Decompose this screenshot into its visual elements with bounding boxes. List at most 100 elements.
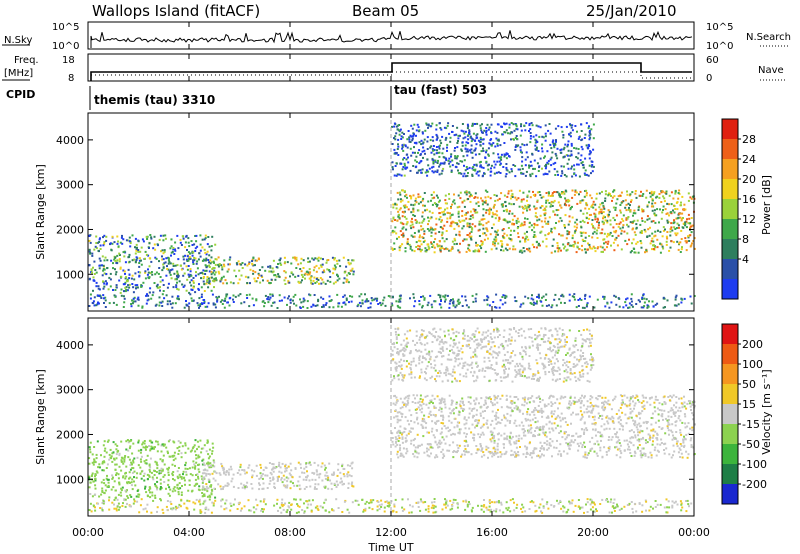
echo-cell [457, 172, 460, 175]
echo-cell [176, 295, 179, 298]
echo-cell [402, 235, 405, 238]
echo-cell [199, 249, 202, 252]
echo-cell [493, 194, 496, 196]
echo-cell [594, 208, 597, 211]
echo-cell [437, 196, 439, 199]
echo-cell [149, 272, 152, 275]
echo-cell [590, 213, 592, 216]
echo-cell [439, 400, 442, 403]
echo-cell [442, 147, 445, 150]
nave-label: Nave [758, 65, 784, 76]
echo-cell [447, 415, 450, 418]
echo-cell [492, 152, 495, 155]
echo-cell [336, 293, 339, 296]
echo-cell [116, 444, 119, 447]
echo-cell [602, 238, 605, 241]
echo-cell [632, 436, 634, 439]
echo-cell [495, 238, 498, 241]
echo-cell [132, 291, 135, 294]
echo-cell [381, 302, 384, 305]
echo-cell [192, 280, 195, 283]
echo-cell [637, 299, 640, 302]
echo-cell [677, 197, 680, 200]
echo-cell [465, 238, 468, 241]
echo-cell [405, 193, 408, 196]
echo-cell [490, 398, 492, 401]
echo-cell [166, 450, 169, 453]
echo-cell [474, 153, 477, 156]
echo-cell [412, 165, 415, 167]
echo-cell [423, 239, 426, 242]
echo-cell [608, 210, 611, 213]
echo-cell [556, 247, 559, 250]
echo-cell [554, 142, 557, 145]
echo-cell [580, 232, 583, 235]
echo-cell [332, 306, 335, 309]
echo-cell [341, 465, 344, 468]
echo-cell [450, 169, 453, 172]
echo-cell [547, 415, 550, 418]
echo-cell [496, 199, 499, 202]
echo-cell [307, 271, 310, 274]
echo-cell [421, 168, 424, 171]
echo-cell [425, 169, 428, 172]
echo-cell [415, 451, 418, 454]
echo-cell [673, 205, 676, 207]
echo-cell [323, 270, 326, 273]
echo-cell [618, 297, 621, 300]
echo-cell [421, 419, 424, 422]
echo-cell [128, 458, 131, 461]
echo-cell [213, 465, 216, 468]
echo-cell [123, 255, 126, 258]
echo-cell [187, 241, 190, 244]
echo-cell [532, 400, 535, 403]
nave-trace [91, 71, 692, 79]
echo-cell [193, 444, 196, 447]
nsky-tick-bottom: 10^0 [52, 41, 79, 52]
echo-cell [93, 461, 96, 464]
echo-cell [446, 146, 448, 149]
echo-cell [303, 467, 306, 470]
echo-cell [670, 191, 673, 194]
echo-cell [509, 197, 512, 200]
echo-cell [206, 278, 209, 281]
echo-cell [258, 274, 261, 277]
echo-cell [603, 207, 606, 210]
echo-cell [270, 270, 273, 273]
echo-cell [187, 273, 190, 276]
echo-cell [89, 493, 92, 495]
echo-cell [343, 294, 346, 297]
echo-cell [207, 473, 210, 475]
echo-cell [134, 237, 137, 240]
echo-cell [505, 394, 508, 397]
echo-cell [103, 302, 105, 304]
echo-cell [571, 295, 574, 298]
echo-cell [510, 203, 513, 206]
echo-cell [687, 192, 690, 195]
echo-cell [619, 227, 622, 230]
echo-cell [517, 398, 520, 401]
echo-cell [641, 220, 644, 222]
echo-cell [161, 305, 164, 307]
echo-cell [654, 246, 657, 249]
echo-cell [458, 421, 461, 424]
echo-cell [423, 192, 426, 194]
echo-cell [88, 250, 91, 253]
echo-cell [534, 167, 536, 170]
echo-cell [562, 396, 565, 399]
echo-cell [220, 488, 223, 491]
echo-cell [533, 224, 536, 227]
echo-cell [358, 301, 361, 304]
echo-cell [637, 434, 640, 437]
echo-cell [412, 134, 415, 137]
echo-cell [210, 245, 213, 248]
echo-cell [586, 248, 589, 251]
echo-cell [624, 301, 627, 304]
echo-cell [410, 227, 413, 230]
echo-cell [285, 469, 288, 472]
echo-cell [636, 395, 639, 398]
echo-cell [222, 263, 225, 266]
echo-cell [178, 473, 181, 476]
echo-cell [522, 453, 525, 456]
echo-cell [469, 215, 472, 218]
